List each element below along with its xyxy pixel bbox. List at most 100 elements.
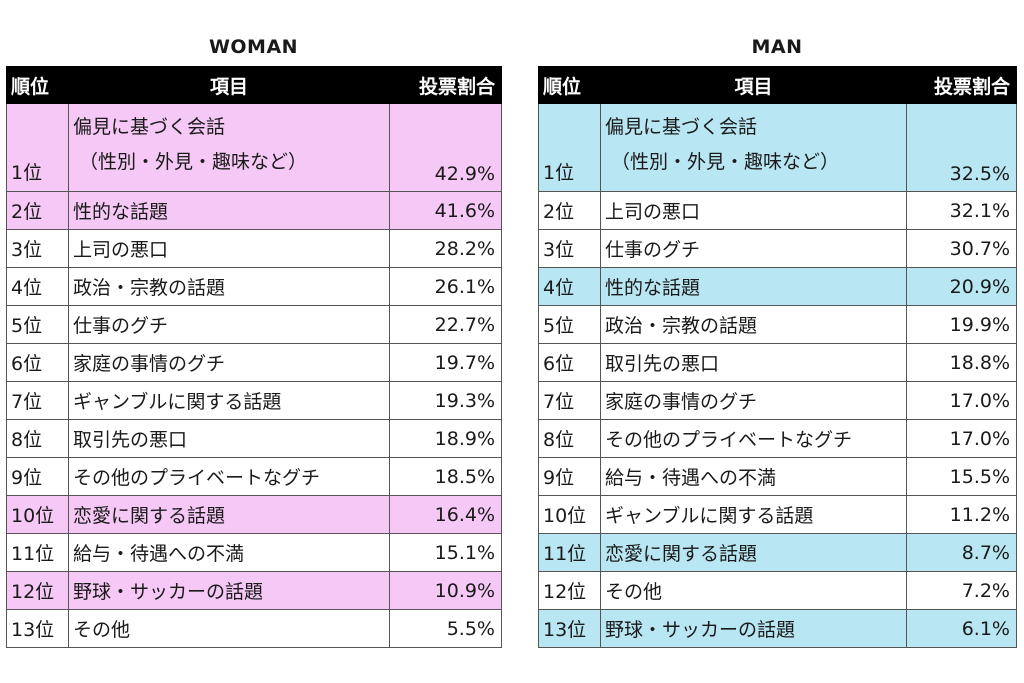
rank-cell: 8位 xyxy=(6,419,69,458)
woman-panel: WOMAN 順位 項目 投票割合 1位 偏見に基づく会話 （性別・外見・趣味など） 4… xyxy=(6,30,502,648)
rank-cell: 2位 xyxy=(538,191,601,230)
rank-cell: 8位 xyxy=(538,419,601,458)
rank-cell: 3位 xyxy=(6,229,69,268)
table-row: 10位 恋愛に関する話題 16.4% xyxy=(6,495,502,534)
item-cell: 給与・待遇への不満 xyxy=(68,533,390,572)
item-cell: 取引先の悪口 xyxy=(600,343,907,382)
percentage-cell: 7.2% xyxy=(906,571,1017,610)
item-sublabel: （性別・外見・趣味など） xyxy=(611,151,840,173)
woman-table: 順位 項目 投票割合 1位 偏見に基づく会話 （性別・外見・趣味など） 42.9% 2位… xyxy=(6,66,502,648)
woman-header-pct: 投票割合 xyxy=(389,66,502,104)
woman-header-row: 順位 項目 投票割合 xyxy=(6,66,502,104)
item-cell: その他 xyxy=(600,571,907,610)
rank-cell: 13位 xyxy=(538,609,601,648)
woman-table-body: 1位 偏見に基づく会話 （性別・外見・趣味など） 42.9% 2位 性的な話題 41.6% 3… xyxy=(6,103,502,648)
table-row: 8位 その他のプライベートなグチ 17.0% xyxy=(538,419,1017,458)
table-row: 4位 性的な話題 20.9% xyxy=(538,267,1017,306)
percentage-cell: 5.5% xyxy=(389,609,502,648)
table-row: 12位 その他 7.2% xyxy=(538,571,1017,610)
item-label: 偏見に基づく会話 xyxy=(605,116,758,138)
item-cell: 政治・宗教の話題 xyxy=(600,305,907,344)
table-row: 12位 野球・サッカーの話題 10.9% xyxy=(6,571,502,610)
percentage-cell: 17.0% xyxy=(906,381,1017,420)
percentage-cell: 16.4% xyxy=(389,495,502,534)
item-cell: ギャンブルに関する話題 xyxy=(600,495,907,534)
item-cell: 性的な話題 xyxy=(68,191,390,230)
rank-cell: 11位 xyxy=(6,533,69,572)
rank-cell: 9位 xyxy=(538,457,601,496)
rank-cell: 7位 xyxy=(538,381,601,420)
item-cell: 恋愛に関する話題 xyxy=(68,495,390,534)
woman-header-item: 項目 xyxy=(68,66,390,104)
percentage-cell: 26.1% xyxy=(389,267,502,306)
percentage-cell: 41.6% xyxy=(389,191,502,230)
percentage-cell: 42.9% xyxy=(389,103,502,192)
item-cell: 上司の悪口 xyxy=(600,191,907,230)
rank-cell: 6位 xyxy=(538,343,601,382)
item-cell: 政治・宗教の話題 xyxy=(68,267,390,306)
item-cell: 性的な話題 xyxy=(600,267,907,306)
rank-cell: 2位 xyxy=(6,191,69,230)
percentage-cell: 18.5% xyxy=(389,457,502,496)
rank-cell: 12位 xyxy=(538,571,601,610)
percentage-cell: 19.3% xyxy=(389,381,502,420)
item-cell: 仕事のグチ xyxy=(68,305,390,344)
percentage-cell: 15.1% xyxy=(389,533,502,572)
item-cell: 家庭の事情のグチ xyxy=(68,343,390,382)
percentage-cell: 10.9% xyxy=(389,571,502,610)
table-row: 9位 その他のプライベートなグチ 18.5% xyxy=(6,457,502,496)
item-cell: 給与・待遇への不満 xyxy=(600,457,907,496)
percentage-cell: 32.5% xyxy=(906,103,1017,192)
table-row: 6位 取引先の悪口 18.8% xyxy=(538,343,1017,382)
item-label: 偏見に基づく会話 xyxy=(73,116,226,138)
man-header-row: 順位 項目 投票割合 xyxy=(538,66,1017,104)
man-panel: MAN 順位 項目 投票割合 1位 偏見に基づく会話 （性別・外見・趣味など） 32.… xyxy=(538,30,1017,648)
percentage-cell: 28.2% xyxy=(389,229,502,268)
man-table-body: 1位 偏見に基づく会話 （性別・外見・趣味など） 32.5% 2位 上司の悪口 32.1% 3… xyxy=(538,103,1017,648)
percentage-cell: 32.1% xyxy=(906,191,1017,230)
percentage-cell: 6.1% xyxy=(906,609,1017,648)
item-cell: 取引先の悪口 xyxy=(68,419,390,458)
table-row: 10位 ギャンブルに関する話題 11.2% xyxy=(538,495,1017,534)
percentage-cell: 18.8% xyxy=(906,343,1017,382)
rank-cell: 10位 xyxy=(6,495,69,534)
percentage-cell: 30.7% xyxy=(906,229,1017,268)
item-cell: 仕事のグチ xyxy=(600,229,907,268)
table-row: 3位 上司の悪口 28.2% xyxy=(6,229,502,268)
table-row: 7位 家庭の事情のグチ 17.0% xyxy=(538,381,1017,420)
rank-cell: 4位 xyxy=(6,267,69,306)
rank-cell: 11位 xyxy=(538,533,601,572)
rank-cell: 13位 xyxy=(6,609,69,648)
table-row: 2位 上司の悪口 32.1% xyxy=(538,191,1017,230)
rank-cell: 5位 xyxy=(538,305,601,344)
item-cell: 上司の悪口 xyxy=(68,229,390,268)
percentage-cell: 18.9% xyxy=(389,419,502,458)
rank-cell: 9位 xyxy=(6,457,69,496)
rank-cell: 3位 xyxy=(538,229,601,268)
man-table: 順位 項目 投票割合 1位 偏見に基づく会話 （性別・外見・趣味など） 32.5% 2位… xyxy=(538,66,1017,648)
item-sublabel: （性別・外見・趣味など） xyxy=(79,151,308,173)
item-cell: 野球・サッカーの話題 xyxy=(600,609,907,648)
man-title: MAN xyxy=(751,36,803,58)
rank-cell: 7位 xyxy=(6,381,69,420)
table-row: 13位 野球・サッカーの話題 6.1% xyxy=(538,609,1017,648)
table-row: 13位 その他 5.5% xyxy=(6,609,502,648)
item-cell: ギャンブルに関する話題 xyxy=(68,381,390,420)
table-row: 4位 政治・宗教の話題 26.1% xyxy=(6,267,502,306)
percentage-cell: 8.7% xyxy=(906,533,1017,572)
item-cell: 野球・サッカーの話題 xyxy=(68,571,390,610)
table-row: 1位 偏見に基づく会話 （性別・外見・趣味など） 32.5% xyxy=(538,103,1017,192)
table-row: 7位 ギャンブルに関する話題 19.3% xyxy=(6,381,502,420)
item-cell: 偏見に基づく会話 （性別・外見・趣味など） xyxy=(68,103,390,192)
percentage-cell: 20.9% xyxy=(906,267,1017,306)
table-row: 8位 取引先の悪口 18.9% xyxy=(6,419,502,458)
table-row: 11位 給与・待遇への不満 15.1% xyxy=(6,533,502,572)
item-cell: その他のプライベートなグチ xyxy=(68,457,390,496)
rank-cell: 10位 xyxy=(538,495,601,534)
table-row: 3位 仕事のグチ 30.7% xyxy=(538,229,1017,268)
table-row: 9位 給与・待遇への不満 15.5% xyxy=(538,457,1017,496)
rank-cell: 12位 xyxy=(6,571,69,610)
man-header-pct: 投票割合 xyxy=(906,66,1017,104)
table-row: 6位 家庭の事情のグチ 19.7% xyxy=(6,343,502,382)
item-cell: その他 xyxy=(68,609,390,648)
